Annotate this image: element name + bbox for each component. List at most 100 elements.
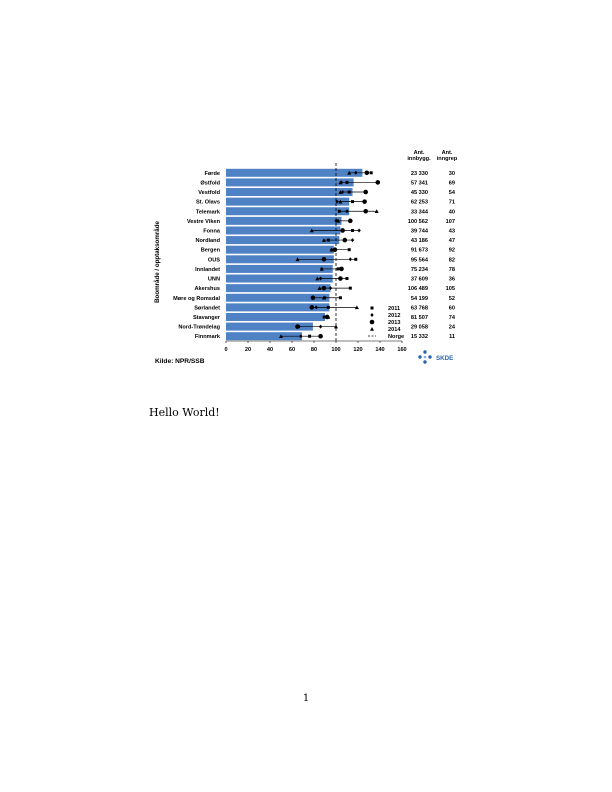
bar <box>226 207 350 216</box>
innbygg-value: 100 562 <box>408 219 428 225</box>
category-label: Nord-Trøndelag <box>178 325 220 331</box>
category-label: Førde <box>204 171 220 177</box>
point-2012 <box>335 199 339 204</box>
category-label: St. Olavs <box>196 200 220 206</box>
innbygg-value: 63 768 <box>411 305 428 311</box>
bar <box>226 293 330 302</box>
x-axis: 0 20 40 60 80 100 120 140 160 <box>224 340 407 353</box>
logo-text: SKDE <box>436 355 453 362</box>
x-tick-label: 60 <box>289 347 295 353</box>
bar <box>226 284 331 293</box>
point-2012 <box>299 334 303 339</box>
point-2012 <box>328 286 333 291</box>
bar <box>226 226 341 235</box>
x-tick-label: 140 <box>375 347 384 353</box>
points-layer <box>279 170 381 339</box>
point-2011 <box>336 267 340 271</box>
inngrep-value: 69 <box>449 180 455 186</box>
bar <box>226 216 342 225</box>
x-tick-label: 20 <box>245 347 251 353</box>
point-2011 <box>347 190 351 194</box>
category-label: Innlandet <box>195 267 220 273</box>
inngrep-value: 78 <box>449 267 455 273</box>
point-2011 <box>326 305 330 309</box>
category-label: Nordland <box>195 238 220 244</box>
innbygg-value: 75 234 <box>411 267 429 273</box>
logo-dot <box>428 355 432 359</box>
logo-dot <box>418 355 422 359</box>
inngrep-value: 82 <box>449 257 455 263</box>
point-2012 <box>354 170 358 175</box>
point-2012 <box>348 257 352 262</box>
point-2014 <box>326 314 331 319</box>
category-label: OUS <box>208 257 220 263</box>
logo-dot <box>423 350 427 354</box>
innbygg-value: 106 489 <box>408 286 428 292</box>
x-tick-label: 160 <box>397 347 406 353</box>
point-2011 <box>345 180 349 184</box>
point-2011 <box>338 296 342 300</box>
point-2014 <box>338 180 343 185</box>
legend-marker-2014 <box>370 327 374 331</box>
point-2012 <box>350 238 355 243</box>
point-2014 <box>374 209 379 214</box>
innbygg-value: 45 330 <box>411 190 428 196</box>
bar <box>226 303 330 312</box>
category-label: Østfold <box>200 180 220 186</box>
inngrep-value: 11 <box>449 334 455 340</box>
category-label: Bergen <box>201 248 221 254</box>
inngrep-value: 43 <box>449 228 455 234</box>
bar <box>226 312 325 321</box>
column-headers: Ant. innbygg. Ant. inngrep <box>407 150 457 162</box>
point-2014 <box>329 247 334 252</box>
x-tick-label: 0 <box>224 347 227 353</box>
point-2013 <box>375 180 381 185</box>
point-2012 <box>357 228 361 233</box>
skde-logo: SKDE <box>418 350 453 364</box>
point-2013 <box>295 324 300 329</box>
category-label: Møre og Romsdal <box>173 296 220 302</box>
legend-label: 2013 <box>388 320 400 326</box>
point-2014 <box>321 295 326 300</box>
point-2012 <box>345 209 349 214</box>
header-innbygg-line2: innbygg. <box>407 156 431 162</box>
innbygg-value: 91 673 <box>411 248 428 254</box>
point-2012 <box>318 324 323 329</box>
category-label: Vestre Viken <box>187 219 221 225</box>
point-2014 <box>338 199 343 204</box>
point-2011 <box>347 248 351 252</box>
legend-marker-2011 <box>370 306 374 310</box>
x-tick-label: 40 <box>267 347 273 353</box>
logo-dot <box>423 360 427 364</box>
point-2012 <box>318 276 323 281</box>
point-2011 <box>326 238 330 242</box>
bars-layer <box>226 168 363 341</box>
innbygg-value: 37 609 <box>411 277 428 283</box>
logo-dot <box>423 355 427 359</box>
point-2013 <box>340 228 345 233</box>
source-label: Kilde: NPR/SSB <box>155 358 205 365</box>
innbygg-value: 15 332 <box>411 334 428 340</box>
bar <box>226 332 302 341</box>
point-2011 <box>348 286 352 290</box>
point-2013 <box>363 208 369 214</box>
bar <box>226 322 313 331</box>
point-2011 <box>337 209 341 213</box>
point-2013 <box>362 199 367 204</box>
y-axis-title: Boområde / opptaksområde <box>154 221 161 303</box>
inngrep-value: 30 <box>449 171 455 177</box>
header-inngrep-line1: Ant. <box>442 150 453 156</box>
point-2014 <box>317 286 322 290</box>
point-2013 <box>342 237 348 243</box>
point-2014 <box>309 228 314 233</box>
innbygg-value: 23 330 <box>411 171 428 177</box>
point-2014 <box>279 334 283 338</box>
category-label: Vestfold <box>198 190 220 196</box>
category-label: Sørlandet <box>194 305 220 311</box>
point-2013 <box>338 276 343 281</box>
category-labels: Førde Østfold Vestfold St. Olavs Telemark Ves… <box>173 171 221 340</box>
x-tick-label: 120 <box>353 347 362 353</box>
category-label: Fonna <box>203 228 221 234</box>
legend-marker-2013 <box>369 319 375 325</box>
